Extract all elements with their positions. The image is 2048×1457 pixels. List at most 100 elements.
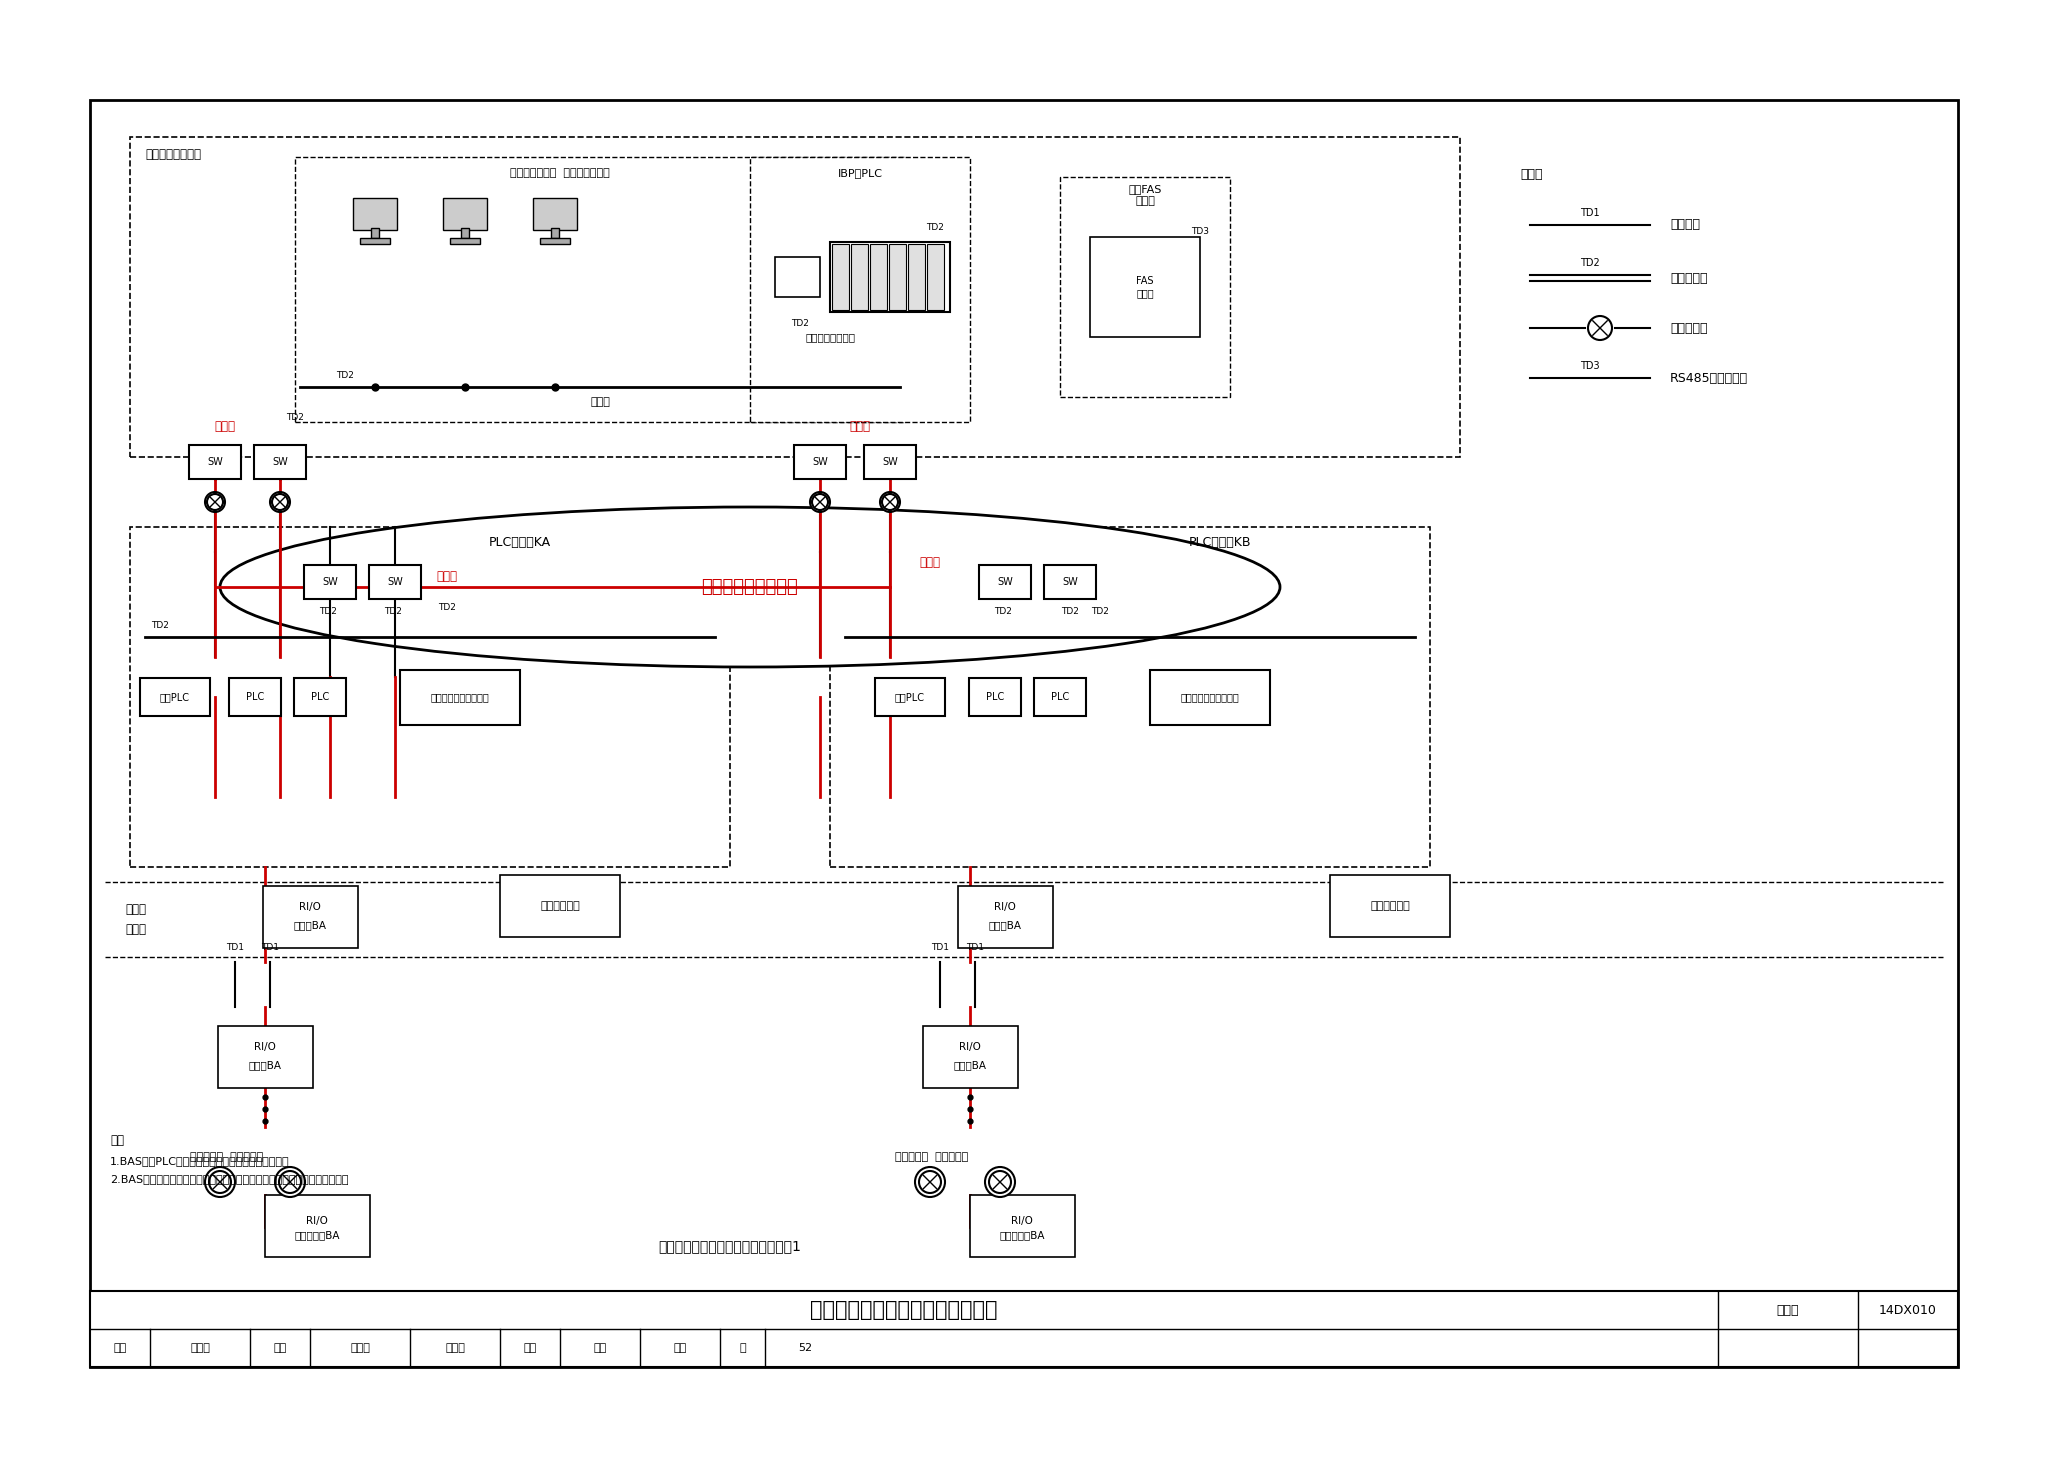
Text: TD3: TD3	[1581, 361, 1599, 372]
Text: SW: SW	[272, 457, 289, 468]
Bar	[750, 157, 971, 423]
Bar	[500, 876, 621, 937]
Text: PLC: PLC	[311, 692, 330, 702]
Text: SW: SW	[813, 457, 827, 468]
Bar	[371, 227, 379, 237]
Bar	[90, 101, 1958, 1367]
Text: TD2: TD2	[319, 608, 338, 616]
Text: 图集号: 图集号	[1778, 1304, 1800, 1317]
Text: 陈建华: 陈建华	[350, 1343, 371, 1354]
Bar	[928, 243, 944, 310]
Bar	[461, 227, 469, 237]
Circle shape	[274, 1167, 305, 1198]
Text: TD1: TD1	[225, 943, 244, 951]
Text: 王向东: 王向东	[190, 1343, 211, 1354]
Text: 2.BAS模块级监控设备包括风机、风阀、照明配电器、水泵、电扶梯等设备。: 2.BAS模块级监控设备包括风机、风阀、照明配电器、水泵、电扶梯等设备。	[111, 1174, 348, 1185]
Text: 交换机: 交换机	[436, 571, 457, 583]
Text: SW: SW	[387, 577, 403, 587]
Text: SW: SW	[883, 457, 897, 468]
Bar	[831, 243, 850, 310]
Bar	[188, 444, 242, 479]
Text: 徐建华: 徐建华	[444, 1343, 465, 1354]
Text: SW: SW	[997, 577, 1014, 587]
Text: 车站级环境与设备监控系统构成图: 车站级环境与设备监控系统构成图	[811, 1300, 997, 1320]
Bar	[1034, 678, 1085, 715]
Text: 维护工作站（触摸屏）: 维护工作站（触摸屏）	[430, 692, 489, 702]
Text: 站台层: 站台层	[125, 922, 145, 935]
Circle shape	[207, 494, 223, 510]
Text: PLC: PLC	[246, 692, 264, 702]
Bar	[90, 1291, 1958, 1367]
Text: PLC: PLC	[1051, 692, 1069, 702]
Text: 光电转换器  光电转换器: 光电转换器 光电转换器	[190, 1152, 264, 1163]
Bar	[922, 1026, 1018, 1088]
Text: 模块箱BA: 模块箱BA	[293, 919, 326, 930]
Bar	[1329, 876, 1450, 937]
Text: 注：: 注：	[111, 1135, 125, 1148]
Text: 苗晨: 苗晨	[674, 1343, 686, 1354]
Text: 冗余PLC: 冗余PLC	[160, 692, 190, 702]
Text: 以太网光缆: 以太网光缆	[1669, 322, 1708, 335]
Text: 页: 页	[739, 1343, 745, 1354]
Text: 车站FAS
主控器: 车站FAS 主控器	[1128, 184, 1161, 205]
Text: RI/O: RI/O	[299, 902, 322, 912]
Text: 审核: 审核	[113, 1343, 127, 1354]
Text: 冗余PLC: 冗余PLC	[895, 692, 926, 702]
Bar	[360, 237, 389, 243]
Bar	[829, 527, 1430, 867]
Text: 光电转换器  光电转换器: 光电转换器 光电转换器	[895, 1152, 969, 1163]
Text: 区间模块箱BA: 区间模块箱BA	[999, 1230, 1044, 1240]
Text: 模块箱BA: 模块箱BA	[989, 919, 1022, 930]
Circle shape	[881, 492, 899, 511]
Bar	[399, 670, 520, 724]
Text: RI/O: RI/O	[1012, 1217, 1032, 1225]
Text: RI/O: RI/O	[958, 1042, 981, 1052]
Bar	[229, 678, 281, 715]
Circle shape	[270, 492, 291, 511]
Text: 站厅层: 站厅层	[125, 903, 145, 916]
Text: 模块箱BA: 模块箱BA	[954, 1061, 987, 1069]
Text: SW: SW	[1063, 577, 1077, 587]
Bar	[129, 137, 1460, 457]
Bar	[774, 256, 819, 297]
Text: 智能低压系统: 智能低压系统	[541, 900, 580, 911]
Bar	[532, 198, 578, 230]
Text: RI/O: RI/O	[993, 902, 1016, 912]
Bar	[264, 1195, 371, 1257]
Text: TD2: TD2	[1092, 608, 1108, 616]
Text: 车站综合监控传输网: 车站综合监控传输网	[702, 578, 799, 596]
Bar	[442, 198, 487, 230]
Circle shape	[205, 492, 225, 511]
Bar	[1044, 565, 1096, 599]
Bar	[795, 444, 846, 479]
Bar	[303, 565, 356, 599]
Bar	[129, 527, 729, 867]
Text: 交换机: 交换机	[215, 421, 236, 434]
Text: FAS
控制器: FAS 控制器	[1137, 277, 1153, 297]
Text: TD2: TD2	[791, 319, 809, 328]
Text: 交换机: 交换机	[850, 421, 870, 434]
Text: 车站综合监控系统: 车站综合监控系统	[145, 149, 201, 162]
Circle shape	[989, 1171, 1012, 1193]
Text: TD1: TD1	[932, 943, 948, 951]
Text: TD2: TD2	[385, 608, 401, 616]
Text: PLC控制柜KA: PLC控制柜KA	[489, 536, 551, 549]
Text: 以太网电缆: 以太网电缆	[1669, 271, 1708, 284]
Bar	[907, 243, 926, 310]
Text: 14DX010: 14DX010	[1880, 1304, 1937, 1317]
Text: 以太网: 以太网	[590, 396, 610, 407]
Text: RI/O: RI/O	[254, 1042, 276, 1052]
Text: TD2: TD2	[1061, 608, 1079, 616]
Text: IBP盘PLC: IBP盘PLC	[838, 168, 883, 178]
Text: SW: SW	[207, 457, 223, 468]
Bar	[217, 1026, 313, 1088]
Circle shape	[1587, 316, 1612, 339]
Circle shape	[205, 1167, 236, 1198]
Text: 52: 52	[799, 1343, 813, 1354]
Bar	[889, 243, 905, 310]
Text: RI/O: RI/O	[305, 1217, 328, 1225]
Circle shape	[883, 494, 897, 510]
Text: 模块箱BA: 模块箱BA	[248, 1061, 281, 1069]
Text: TD1: TD1	[1581, 208, 1599, 219]
Bar	[295, 678, 346, 715]
